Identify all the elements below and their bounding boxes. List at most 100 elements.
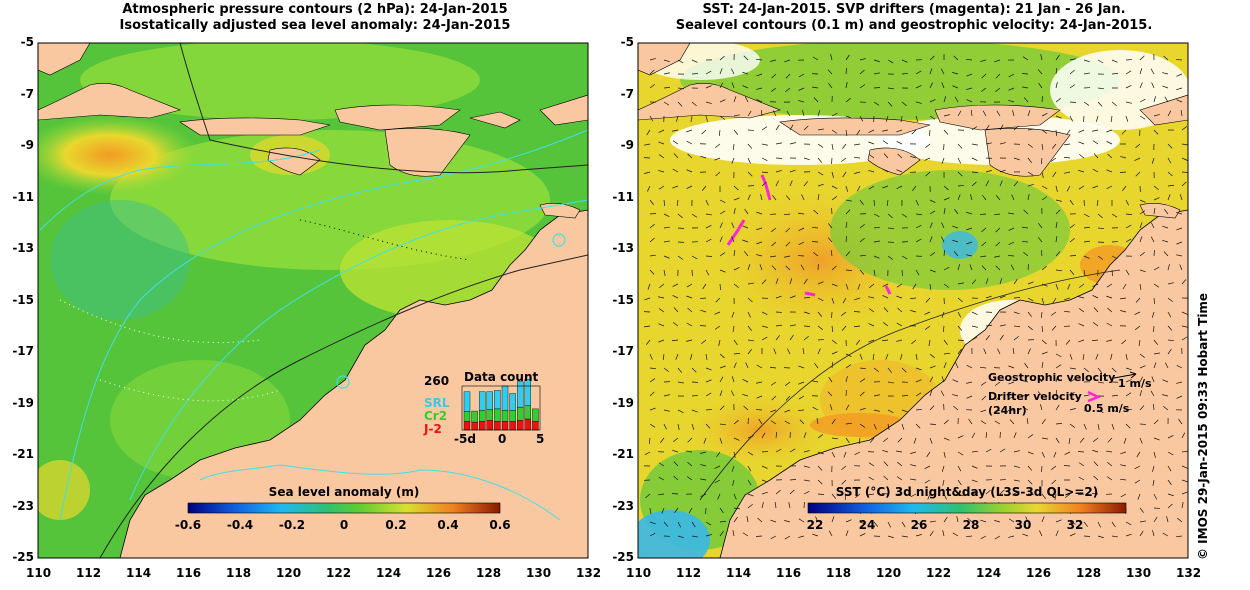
velocity-arrow <box>971 465 978 469</box>
velocity-arrow <box>929 269 936 273</box>
velocity-arrow <box>1041 265 1047 271</box>
velocity-arrow <box>1179 264 1183 271</box>
velocity-arrow <box>929 252 936 257</box>
velocity-arrow <box>700 493 707 498</box>
velocity-arrow <box>755 535 763 537</box>
velocity-arrow <box>969 264 973 271</box>
lon-tick-label: 114 <box>726 566 752 580</box>
velocity-arrow <box>647 185 651 192</box>
lat-tick-label: -15 <box>612 292 634 307</box>
velocity-arrow <box>966 227 973 231</box>
velocity-arrow <box>1125 269 1130 276</box>
velocity-arrow <box>856 129 861 136</box>
velocity-arrow <box>886 115 889 122</box>
velocity-arrow <box>1153 325 1155 333</box>
velocity-arrow <box>957 435 964 439</box>
velocity-arrow <box>714 157 721 161</box>
velocity-arrow <box>761 181 767 187</box>
velocity-arrow <box>803 181 809 187</box>
velocity-arrow <box>859 353 863 360</box>
velocity-arrow <box>845 519 852 523</box>
data-count-bar-j2 <box>501 421 509 431</box>
velocity-arrow <box>1097 87 1104 90</box>
velocity-arrow <box>915 367 922 371</box>
velocity-arrow <box>845 185 848 192</box>
velocity-arrow <box>677 213 683 219</box>
velocity-arrow <box>803 450 810 453</box>
velocity-arrow <box>802 110 805 117</box>
velocity-arrow <box>827 237 833 243</box>
velocity-arrow <box>1041 493 1046 499</box>
velocity-arrow <box>924 157 931 161</box>
right-map <box>638 43 1188 558</box>
velocity-arrow <box>663 255 670 259</box>
velocity-arrow <box>803 479 810 482</box>
velocity-arrow <box>831 185 838 189</box>
lat-tick-label: -15 <box>12 292 34 307</box>
velocity-arrow <box>831 196 838 201</box>
velocity-arrow <box>915 423 921 429</box>
velocity-arrow <box>747 297 753 303</box>
velocity-arrow <box>798 365 805 369</box>
velocity-arrow <box>705 70 712 75</box>
velocity-arrow <box>915 392 922 397</box>
velocity-arrow <box>1078 493 1085 496</box>
velocity-arrow <box>915 224 922 229</box>
velocity-arrow <box>845 54 850 61</box>
velocity-arrow <box>854 297 861 301</box>
velocity-arrow <box>770 519 777 523</box>
velocity-arrow <box>970 110 973 117</box>
velocity-arrow <box>965 535 973 538</box>
velocity-arrow <box>999 324 1006 327</box>
velocity-arrow <box>770 420 777 425</box>
velocity-arrow <box>691 255 698 260</box>
velocity-arrow <box>1163 55 1169 61</box>
velocity-arrow <box>1055 376 1058 383</box>
velocity-arrow <box>785 87 791 93</box>
data-count-bar-cr2 <box>509 410 516 422</box>
velocity-arrow <box>817 128 824 131</box>
velocity-arrow <box>954 96 959 103</box>
velocity-arrow <box>1153 493 1158 500</box>
velocity-arrow <box>817 465 823 471</box>
velocity-arrow <box>731 311 735 318</box>
velocity-arrow <box>845 353 852 357</box>
velocity-arrow <box>1153 339 1159 345</box>
velocity-arrow <box>896 129 903 133</box>
velocity-arrow <box>1041 171 1044 178</box>
velocity-arrow <box>859 223 865 229</box>
velocity-arrow <box>910 464 917 467</box>
velocity-arrow <box>1064 297 1071 301</box>
velocity-arrow <box>658 308 665 313</box>
velocity-arrow <box>775 180 779 187</box>
velocity-arrow <box>885 353 889 360</box>
velocity-arrow <box>733 208 736 215</box>
velocity-arrow <box>1053 451 1057 458</box>
velocity-arrow <box>845 404 850 411</box>
velocity-arrow <box>1111 394 1118 397</box>
velocity-arrow <box>980 409 987 413</box>
velocity-arrow <box>927 493 931 500</box>
velocity-arrow <box>1167 184 1174 187</box>
velocity-arrow <box>1181 171 1188 173</box>
velocity-arrow <box>770 535 777 540</box>
velocity-arrow <box>831 418 836 425</box>
velocity-arrow <box>1092 295 1099 299</box>
lon-tick-label: 126 <box>426 566 452 580</box>
velocity-arrow <box>985 489 991 495</box>
velocity-arrow <box>813 252 819 257</box>
velocity-arrow <box>814 363 819 369</box>
velocity-arrow <box>1167 479 1172 486</box>
velocity-arrow <box>887 381 894 384</box>
velocity-arrow <box>1083 521 1089 527</box>
velocity-arrow <box>1138 339 1141 346</box>
velocity-arrow <box>842 297 847 304</box>
data-count-bar-cr2 <box>479 410 486 422</box>
velocity-arrow <box>733 197 740 201</box>
velocity-arrow <box>775 432 778 439</box>
velocity-arrow <box>957 493 964 497</box>
velocity-arrow <box>1152 465 1155 472</box>
velocity-arrow <box>831 325 834 332</box>
velocity-arrow <box>813 209 819 215</box>
velocity-arrow <box>817 110 821 117</box>
